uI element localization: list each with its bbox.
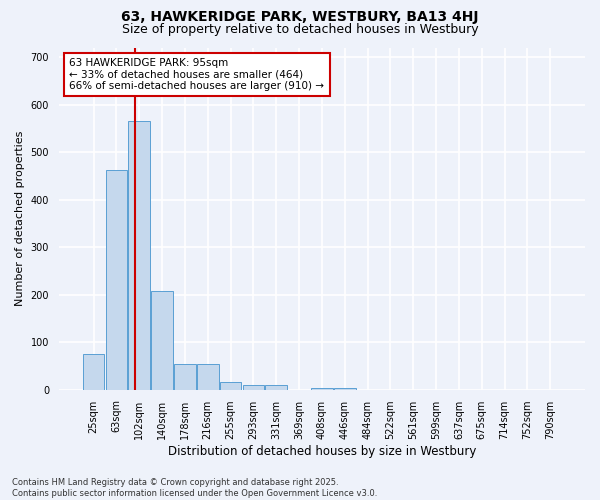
- Bar: [197, 364, 218, 390]
- Y-axis label: Number of detached properties: Number of detached properties: [15, 131, 25, 306]
- Bar: [174, 364, 196, 390]
- Bar: [106, 170, 127, 390]
- Bar: [265, 385, 287, 390]
- Bar: [128, 121, 150, 390]
- Text: 63 HAWKERIDGE PARK: 95sqm
← 33% of detached houses are smaller (464)
66% of semi: 63 HAWKERIDGE PARK: 95sqm ← 33% of detac…: [70, 58, 325, 91]
- Bar: [220, 382, 241, 390]
- X-axis label: Distribution of detached houses by size in Westbury: Distribution of detached houses by size …: [168, 444, 476, 458]
- Bar: [311, 388, 333, 390]
- Bar: [334, 388, 356, 390]
- Text: Size of property relative to detached houses in Westbury: Size of property relative to detached ho…: [122, 22, 478, 36]
- Bar: [242, 385, 264, 390]
- Text: Contains HM Land Registry data © Crown copyright and database right 2025.
Contai: Contains HM Land Registry data © Crown c…: [12, 478, 377, 498]
- Bar: [151, 292, 173, 390]
- Text: 63, HAWKERIDGE PARK, WESTBURY, BA13 4HJ: 63, HAWKERIDGE PARK, WESTBURY, BA13 4HJ: [121, 10, 479, 24]
- Bar: [83, 354, 104, 390]
